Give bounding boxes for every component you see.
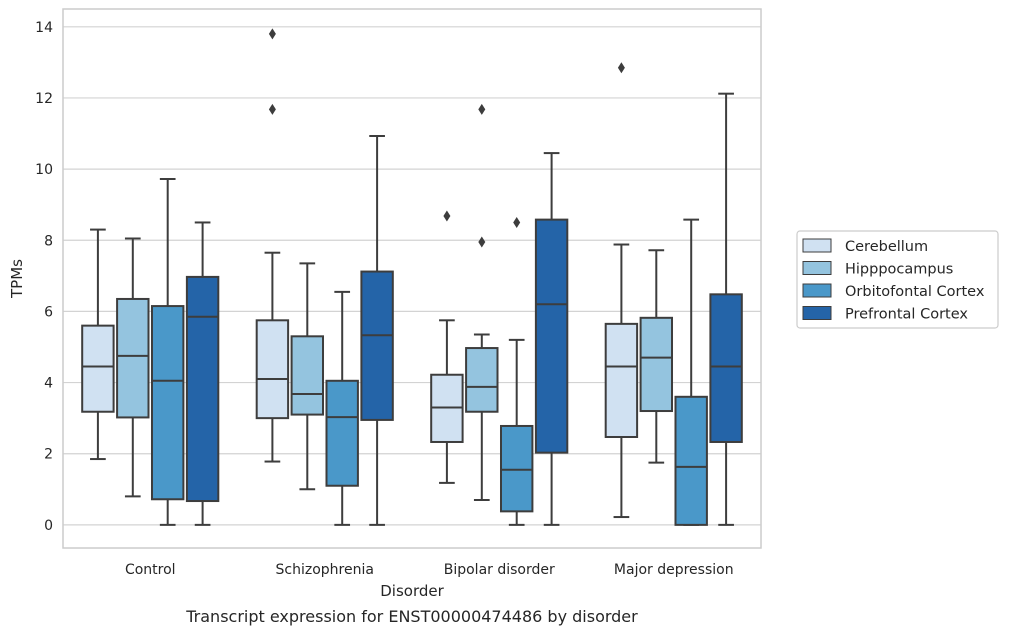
box-prefrontal-cortex — [709, 92, 743, 526]
outlier-point — [268, 103, 276, 115]
box-iqr — [499, 424, 534, 513]
y-axis-title: TPMs — [8, 259, 26, 299]
outlier-point — [478, 103, 486, 115]
box-orbitofontal-cortex — [325, 290, 359, 526]
legend-label: Hipppocampus — [845, 262, 953, 278]
outlier-point — [513, 216, 521, 228]
box-iqr — [255, 319, 290, 420]
x-axis-ticks: Control Schizophrenia Bipolar disorder Majo… — [125, 562, 734, 578]
box-iqr — [465, 347, 499, 413]
legend-swatch — [802, 306, 832, 320]
box-cerebellum — [81, 228, 115, 461]
y-tick-label: 0 — [44, 518, 53, 534]
plot-frame — [62, 8, 762, 549]
legend-label: Prefrontal Cortex — [845, 307, 968, 323]
outlier-point — [268, 28, 276, 40]
box-plot-area — [81, 28, 743, 526]
box-iqr — [604, 322, 639, 438]
legend-swatch — [802, 261, 832, 275]
box-prefrontal-cortex — [185, 221, 220, 526]
box-iqr — [116, 297, 150, 419]
y-tick-label: 8 — [44, 233, 53, 249]
box-hipppocampus — [639, 249, 674, 464]
x-tick-label: Bipolar disorder — [444, 562, 555, 578]
box-iqr — [709, 293, 743, 443]
y-tick-label: 4 — [44, 376, 53, 392]
y-tick-label: 12 — [35, 91, 53, 107]
box-iqr — [534, 218, 569, 454]
box-iqr — [150, 305, 185, 501]
outlier-point — [478, 236, 486, 248]
box-iqr — [185, 275, 220, 503]
box-iqr — [81, 324, 115, 413]
box-iqr — [674, 395, 708, 526]
legend-frame — [796, 230, 999, 329]
box-iqr — [639, 316, 674, 413]
box-iqr — [290, 335, 325, 416]
x-axis-title: Disorder — [380, 582, 444, 600]
x-tick-label: Control — [125, 562, 176, 578]
chart-caption: Transcript expression for ENST0000047448… — [185, 607, 638, 626]
x-tick-label: Schizophrenia — [276, 562, 374, 578]
box-prefrontal-cortex — [360, 135, 394, 526]
box-hipppocampus — [465, 103, 499, 501]
box-prefrontal-cortex — [534, 152, 569, 526]
box-iqr — [325, 379, 359, 487]
box-hipppocampus — [116, 237, 150, 498]
outlier-point — [443, 210, 451, 222]
y-tick-label: 14 — [35, 20, 53, 36]
box-cerebellum — [430, 210, 464, 484]
legend-label: Cerebellum — [845, 239, 928, 255]
legend: Cerebellum Hipppocampus Orbitofontal Corte… — [796, 230, 999, 329]
box-cerebellum — [255, 28, 290, 463]
x-tick-label: Major depression — [614, 562, 734, 578]
outlier-point — [617, 62, 625, 74]
box-iqr — [360, 270, 394, 421]
y-tick-label: 6 — [44, 304, 53, 320]
legend-swatch — [802, 238, 832, 253]
box-orbitofontal-cortex — [150, 178, 185, 526]
box-cerebellum — [604, 62, 639, 519]
box-hipppocampus — [290, 262, 325, 491]
y-axis-ticks: 0 2 4 6 8 10 12 14 — [35, 20, 53, 534]
legend-swatch — [802, 283, 832, 298]
box-orbitofontal-cortex — [499, 216, 534, 526]
legend-label: Orbitofontal Cortex — [845, 284, 985, 300]
y-tick-label: 10 — [35, 162, 53, 178]
box-orbitofontal-cortex — [674, 218, 708, 526]
y-tick-label: 2 — [44, 447, 53, 463]
